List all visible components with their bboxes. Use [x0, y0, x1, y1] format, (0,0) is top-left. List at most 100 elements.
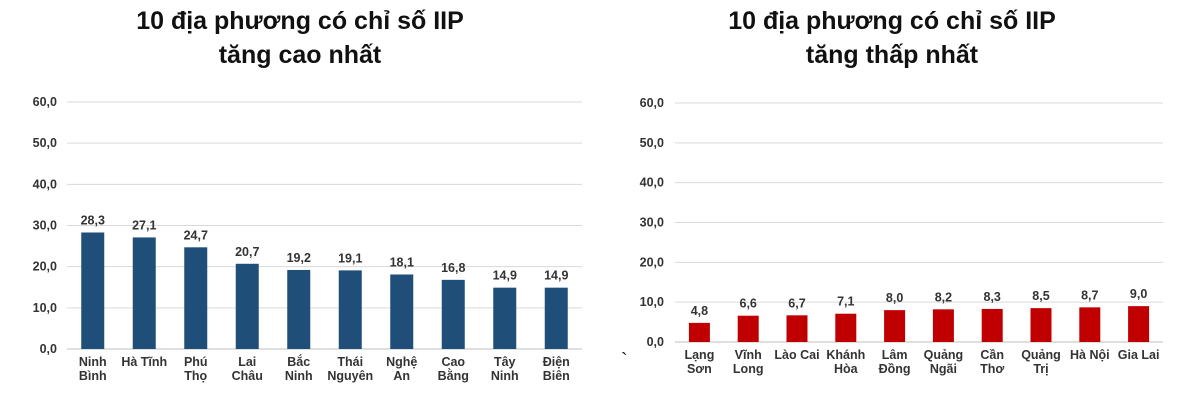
y-tick-label: 0,0	[647, 335, 664, 349]
bar	[544, 287, 568, 349]
data-label: 9,0	[1130, 287, 1147, 301]
x-tick-label: Đồng	[879, 362, 911, 376]
data-label: 24,7	[184, 228, 208, 242]
x-tick-label: Nguyên	[327, 369, 373, 383]
x-tick-label: Sơn	[687, 362, 712, 376]
bar	[441, 279, 465, 349]
x-tick-label: Lạng	[684, 348, 714, 362]
y-tick-label: 30,0	[33, 219, 57, 233]
data-label: 19,1	[338, 251, 362, 265]
bar	[688, 322, 710, 342]
data-label: 16,8	[441, 261, 465, 275]
x-tick-label: Bắc	[287, 354, 310, 369]
x-tick-label: Quảng	[924, 348, 964, 362]
data-label: 8,7	[1081, 288, 1098, 302]
y-tick-label: 20,0	[33, 260, 57, 274]
x-tick-label: Ngãi	[930, 362, 957, 376]
y-tick-label: 20,0	[640, 255, 664, 269]
x-tick-label: Thọ	[184, 369, 207, 383]
bar	[884, 310, 906, 342]
bar	[1030, 308, 1052, 342]
x-tick-label: Khánh	[826, 348, 865, 362]
x-tick-label: Bình	[79, 369, 107, 383]
x-tick-label: Châu	[232, 369, 263, 383]
bar	[81, 232, 105, 349]
chart-title-line-1: 10 địa phương có chỉ số IIP	[728, 7, 1056, 35]
y-tick-label: 50,0	[640, 136, 664, 150]
bar	[786, 315, 808, 342]
x-tick-label: Quảng	[1021, 348, 1061, 362]
x-tick-label: Nghệ	[386, 355, 417, 369]
data-label: 4,8	[691, 304, 708, 318]
chart-title-line-2: tăng thấp nhất	[805, 41, 979, 69]
x-tick-label: Tây	[494, 355, 516, 369]
data-label: 14,9	[544, 269, 568, 283]
x-tick-label: Lào Cai	[774, 348, 819, 362]
chart-title-line-2: tăng cao nhất	[218, 41, 382, 69]
chart-title-lowest: 10 địa phương có chỉ số IIP tăng thấp nh…	[592, 4, 1192, 72]
data-label: 8,0	[886, 291, 903, 305]
x-tick-label: Thơ	[980, 362, 1004, 376]
x-tick-label: Gia Lai	[1118, 348, 1160, 362]
chart-panel-lowest: 10 địa phương có chỉ số IIP tăng thấp nh…	[600, 0, 1200, 409]
x-tick-label: Hà Tĩnh	[121, 355, 167, 369]
y-tick-label: 60,0	[640, 96, 664, 110]
x-tick-label: Ninh	[79, 355, 107, 369]
x-tick-label: Cần	[980, 348, 1004, 362]
x-tick-label: Vĩnh	[735, 348, 762, 362]
data-label: 18,1	[390, 255, 414, 269]
bar	[390, 274, 414, 349]
bar	[835, 313, 857, 342]
data-label: 19,2	[287, 251, 311, 265]
bar	[287, 269, 311, 349]
bar	[235, 263, 259, 349]
x-tick-label: Phú	[184, 355, 208, 369]
y-tick-label: 10,0	[33, 301, 57, 315]
x-tick-label: Lai	[238, 355, 256, 369]
bar	[1079, 307, 1101, 342]
bar-chart-highest: 0,010,020,030,040,050,060,028,3NinhBình2…	[33, 95, 582, 383]
bar	[981, 308, 1003, 342]
y-tick-label: 40,0	[640, 176, 664, 190]
x-tick-label: Ninh	[285, 369, 313, 383]
y-tick-label: 60,0	[33, 95, 57, 109]
y-tick-label: 50,0	[33, 136, 57, 150]
data-label: 8,3	[984, 290, 1001, 304]
data-label: 6,6	[740, 297, 757, 311]
y-tick-label: 10,0	[640, 295, 664, 309]
data-label: 6,7	[788, 296, 805, 310]
x-tick-label: Hà Nội	[1070, 348, 1110, 362]
bar	[932, 309, 954, 342]
chart-panel-highest: 10 địa phương có chỉ số IIP tăng cao nhấ…	[0, 4, 600, 383]
x-tick-label: Long	[733, 362, 764, 376]
bar	[737, 315, 759, 342]
data-label: 20,7	[235, 245, 259, 259]
x-tick-label: Cao	[441, 355, 465, 369]
stray-mark: `	[621, 350, 628, 372]
data-label: 27,1	[132, 218, 156, 232]
x-tick-label: Bằng	[438, 368, 469, 383]
x-tick-label: Hòa	[834, 362, 859, 376]
y-tick-label: 0,0	[40, 342, 57, 356]
data-label: 8,2	[935, 290, 952, 304]
y-tick-label: 30,0	[640, 216, 664, 230]
x-tick-label: Biên	[543, 369, 570, 383]
bar	[132, 237, 156, 349]
x-tick-label: An	[393, 369, 410, 383]
chart-title-highest: 10 địa phương có chỉ số IIP tăng cao nhấ…	[0, 4, 600, 72]
x-tick-label: Lâm	[882, 348, 908, 362]
data-label: 8,5	[1032, 289, 1049, 303]
x-tick-label: Trị	[1033, 362, 1048, 376]
x-tick-label: Thái	[337, 355, 363, 369]
bar	[184, 247, 208, 349]
y-tick-label: 40,0	[33, 177, 57, 191]
bar	[1128, 306, 1150, 342]
x-tick-label: Điện	[543, 355, 570, 369]
chart-title-line-1: 10 địa phương có chỉ số IIP	[136, 7, 464, 35]
bar	[493, 287, 517, 349]
x-tick-label: Ninh	[491, 369, 519, 383]
data-label: 7,1	[837, 295, 854, 309]
data-label: 28,3	[81, 213, 105, 227]
data-label: 14,9	[493, 269, 517, 283]
